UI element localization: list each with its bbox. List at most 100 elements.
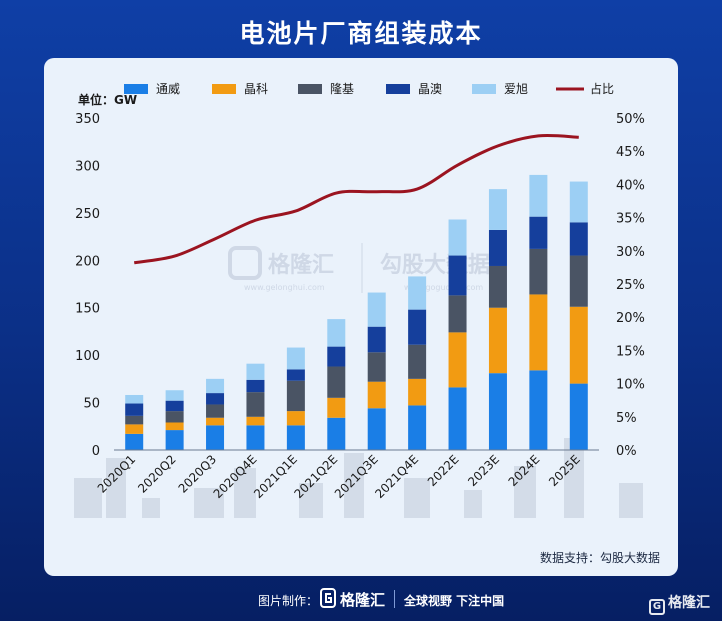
page-title: 电池片厂商组装成本 [239, 19, 483, 48]
x-tick-label: 2023E [465, 452, 502, 489]
bar-segment-1 [367, 381, 386, 409]
bar-segment-3 [206, 393, 225, 405]
footer: 图片制作： 格隆汇 全球视野 下注中国 [0, 584, 722, 614]
bar-segment-4 [206, 378, 225, 394]
g-logo-icon: G [649, 599, 665, 615]
bar-segment-1 [408, 378, 427, 406]
bar-segment-0 [165, 430, 184, 450]
bar-segment-2 [206, 404, 225, 418]
y-right-tick-label: 45% [616, 145, 645, 160]
bar-segment-1 [327, 397, 346, 418]
bar-segment-2 [569, 255, 588, 307]
bar-segment-3 [125, 403, 144, 416]
bar-segment-1 [569, 306, 588, 384]
y-left-tick-label: 0 [92, 444, 100, 459]
gelonghui-logo-icon [320, 588, 336, 608]
bar-segment-1 [206, 417, 225, 426]
x-tick-label: 2020Q2 [135, 452, 179, 496]
y-left-tick-label: 50 [83, 397, 100, 412]
y-right-tick-label: 35% [616, 212, 645, 227]
legend-label-1: 晶科 [244, 82, 268, 96]
bar-segment-3 [246, 379, 265, 393]
bar-segment-2 [327, 366, 346, 398]
watermark-shape [106, 458, 126, 518]
watermark-shape [299, 483, 323, 518]
bar-segment-1 [165, 422, 184, 431]
watermark-shape [74, 478, 102, 518]
bar-segment-3 [286, 369, 305, 381]
legend-swatch-0 [124, 84, 148, 94]
watermark-shape [194, 488, 224, 518]
bar-segment-4 [529, 174, 548, 217]
y-right-tick-label: 15% [616, 344, 645, 359]
bar-segment-4 [327, 319, 346, 347]
footer-divider [394, 590, 395, 608]
bar-segment-4 [367, 292, 386, 327]
bar-segment-0 [367, 408, 386, 450]
bar-segment-1 [448, 332, 467, 388]
watermark-shape [344, 453, 364, 518]
legend-label-0: 通威 [156, 82, 180, 96]
watermark-left-url: www.gelonghui.com [244, 283, 325, 292]
left-axis: 0 50 100 150 200 250 300 350 [75, 112, 100, 459]
share-line [133, 133, 579, 265]
share-line-path [133, 133, 579, 265]
legend-label-3: 晶澳 [418, 82, 442, 96]
bar-segment-1 [488, 307, 507, 374]
legend-line-label: 占比 [590, 81, 614, 96]
bar-segment-4 [286, 347, 305, 370]
bar-segment-4 [488, 189, 507, 230]
bar-segment-0 [286, 425, 305, 450]
y-left-tick-label: 350 [75, 112, 100, 127]
legend-label-4: 爱旭 [504, 82, 528, 96]
y-right-tick-label: 10% [616, 378, 645, 393]
y-left-tick-label: 150 [75, 302, 100, 317]
y-right-tick-label: 25% [616, 278, 645, 293]
watermark-shape [234, 468, 256, 518]
y-right-tick-label: 20% [616, 311, 645, 326]
y-left-tick-label: 200 [75, 254, 100, 269]
bar-segment-1 [529, 294, 548, 371]
bar-segment-2 [529, 248, 548, 295]
bar-segment-2 [165, 411, 184, 423]
bar-segment-3 [408, 309, 427, 345]
legend-swatch-2 [298, 84, 322, 94]
bar-segment-2 [246, 392, 265, 417]
bar-segment-3 [569, 222, 588, 256]
watermark-shape [564, 438, 584, 518]
x-tick-label: 2022E [425, 452, 462, 489]
y-right-tick-label: 50% [616, 112, 645, 127]
bar-segment-3 [327, 346, 346, 367]
watermark-shape [619, 483, 643, 518]
bars [125, 174, 588, 450]
legend-swatch-1 [212, 84, 236, 94]
bar-segment-0 [408, 405, 427, 450]
bar-segment-2 [125, 415, 144, 425]
bar-segment-4 [448, 219, 467, 256]
bar-segment-3 [165, 400, 184, 412]
bar-segment-0 [246, 425, 265, 450]
bar-segment-3 [448, 255, 467, 296]
bar-segment-0 [125, 433, 144, 450]
source-note: 数据支持：勾股大数据 [539, 551, 660, 565]
bar-segment-0 [448, 387, 467, 450]
legend-swatch-4 [472, 84, 496, 94]
bar-segment-4 [246, 363, 265, 380]
bar-segment-0 [529, 370, 548, 450]
watermark-shape [514, 466, 536, 518]
y-right-tick-label: 30% [616, 245, 645, 260]
y-right-tick-label: 5% [616, 411, 637, 426]
bar-segment-3 [488, 229, 507, 266]
bar-segment-0 [206, 425, 225, 450]
watermark-shape [464, 490, 482, 518]
y-left-tick-label: 100 [75, 349, 100, 364]
right-axis: 0% 5% 10% 15% 20% 25% 30% 35% 40% 45% 50% [616, 112, 645, 459]
watermark: 格隆汇 www.gelonghui.com 勾股大数据 www.gogudata.co… [74, 243, 643, 518]
bar-segment-4 [569, 181, 588, 223]
footer-logo-text: 格隆汇 [340, 591, 386, 609]
stacked-bar-line-chart: 格隆汇 www.gelonghui.com 勾股大数据 www.gogudata.co… [74, 81, 645, 518]
footer-slogan: 全球视野 下注中国 [404, 594, 505, 608]
bar-segment-2 [488, 265, 507, 308]
bar-segment-4 [408, 276, 427, 310]
y-left-tick-label: 250 [75, 207, 100, 222]
